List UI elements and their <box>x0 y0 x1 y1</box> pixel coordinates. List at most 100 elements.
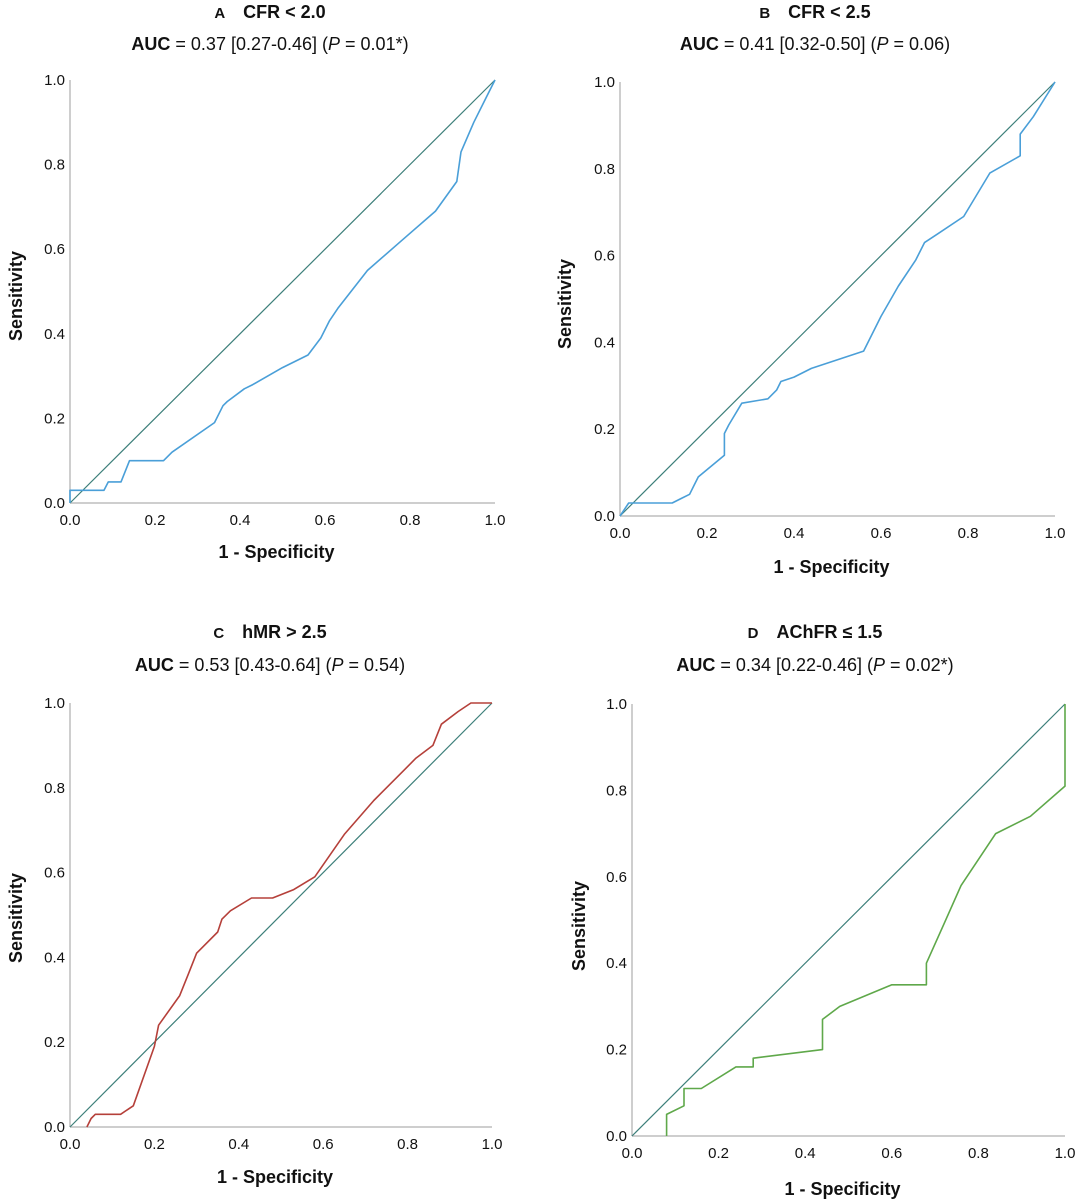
y-tick-label: 0.0 <box>44 495 65 512</box>
auc-values: = 0.37 [0.27-0.46] ( <box>170 34 329 54</box>
x-tick-label: 0.4 <box>230 512 251 529</box>
reference-diagonal-line <box>69 702 493 1128</box>
x-tick-label: 0.2 <box>708 1145 729 1162</box>
x-tick-label: 0.0 <box>610 525 631 542</box>
roc-chart-c: 0.0 0.2 0.4 0.6 0.8 1.0 0.0 0.2 0.4 0.6 0.8 1.0 1 - … <box>6 695 503 1187</box>
y-tick-label: 0.4 <box>606 955 627 972</box>
x-tick-label: 1.0 <box>482 1136 503 1153</box>
auc-key: AUC <box>679 34 719 54</box>
panel-title-label: CFR < 2.5 <box>788 2 871 22</box>
roc-curve <box>619 81 1056 517</box>
y-tick-label: 0.8 <box>594 161 615 178</box>
x-tick-label: 0.8 <box>397 1136 418 1153</box>
auc-values: = 0.34 [0.22-0.46] ( <box>715 655 874 675</box>
y-tick-label: 0.4 <box>44 949 65 966</box>
panel-title: D AChFR ≤ 1.5 <box>550 622 1080 643</box>
x-tick-label: 0.2 <box>697 525 718 542</box>
y-tick-label: 0.0 <box>594 508 615 525</box>
panel-title: A CFR < 2.0 <box>0 2 540 23</box>
panel-letter: A <box>214 5 226 22</box>
roc-chart-b: 0.0 0.2 0.4 0.6 0.8 1.0 0.0 0.2 0.4 0.6 0.8 1.0 1 - … <box>555 74 1066 577</box>
panel-title-label: AChFR ≤ 1.5 <box>776 622 883 642</box>
x-tick-label: 0.2 <box>145 512 166 529</box>
x-tick-label: 0.8 <box>968 1145 989 1162</box>
roc-curve <box>86 702 492 1128</box>
y-tick-label: 1.0 <box>44 695 65 712</box>
p-value: = 0.01*) <box>340 34 409 54</box>
panel-d: D AChFR ≤ 1.5 AUC = 0.34 [0.22-0.46] (P =… <box>540 620 1080 1202</box>
y-tick-label: 1.0 <box>606 696 627 713</box>
p-value: = 0.54) <box>343 655 406 675</box>
panel-subtitle: AUC = 0.37 [0.27-0.46] (P = 0.01*) <box>0 34 540 55</box>
panel-letter: D <box>747 625 759 642</box>
x-tick-label: 0.6 <box>315 512 336 529</box>
y-tick-label: 0.8 <box>44 157 65 174</box>
panel-subtitle: AUC = 0.34 [0.22-0.46] (P = 0.02*) <box>550 655 1080 676</box>
x-axis-title: 1 - Specificity <box>218 542 334 562</box>
y-axis-title: Sensitivity <box>555 259 575 349</box>
y-tick-label: 0.8 <box>44 780 65 797</box>
y-axis-title: Sensitivity <box>6 251 26 341</box>
auc-key: AUC <box>131 34 171 54</box>
panel-title: B CFR < 2.5 <box>550 2 1080 23</box>
y-tick-label: 0.0 <box>606 1128 627 1145</box>
roc-curve <box>69 79 496 503</box>
panel-title-label: CFR < 2.0 <box>243 2 326 22</box>
y-tick-label: 0.6 <box>606 869 627 886</box>
panel-title-label: hMR > 2.5 <box>242 622 327 642</box>
y-tick-label: 0.8 <box>606 782 627 799</box>
auc-values: = 0.53 [0.43-0.64] ( <box>173 655 332 675</box>
x-tick-label: 0.4 <box>795 1145 816 1162</box>
y-tick-label: 1.0 <box>594 74 615 91</box>
x-tick-label: 0.4 <box>228 1136 249 1153</box>
p-symbol: P <box>331 655 344 675</box>
reference-diagonal-line <box>69 79 496 504</box>
y-tick-label: 0.2 <box>594 421 615 438</box>
roc-curve <box>665 704 1066 1136</box>
x-tick-label: 0.4 <box>784 525 805 542</box>
panel-letter: C <box>213 625 225 642</box>
roc-chart-d: 0.0 0.2 0.4 0.6 0.8 1.0 0.0 0.2 0.4 0.6 0.8 1.0 1 - … <box>569 696 1076 1199</box>
y-tick-label: 0.0 <box>44 1119 65 1136</box>
p-value: = 0.02*) <box>885 655 954 675</box>
y-tick-label: 0.6 <box>44 241 65 258</box>
y-tick-label: 0.4 <box>594 334 615 351</box>
reference-diagonal-line <box>631 703 1066 1137</box>
panel-b: B CFR < 2.5 AUC = 0.41 [0.32-0.50] (P = 0… <box>540 0 1080 600</box>
x-axis-title: 1 - Specificity <box>784 1179 900 1199</box>
p-symbol: P <box>873 655 886 675</box>
x-tick-label: 0.0 <box>60 512 81 529</box>
y-tick-label: 0.2 <box>606 1042 627 1059</box>
panel-letter: B <box>759 5 771 22</box>
auc-values: = 0.41 [0.32-0.50] ( <box>718 34 877 54</box>
roc-chart-a: 0.0 0.2 0.4 0.6 0.8 1.0 0.0 0.2 0.4 0.6 0.8 1.0 1 - … <box>6 72 506 562</box>
x-axis-title: 1 - Specificity <box>773 557 889 577</box>
panel-subtitle: AUC = 0.53 [0.43-0.64] (P = 0.54) <box>0 655 540 676</box>
x-tick-label: 0.0 <box>60 1136 81 1153</box>
y-tick-label: 1.0 <box>44 72 65 89</box>
x-tick-label: 0.0 <box>622 1145 643 1162</box>
x-tick-label: 1.0 <box>1055 1145 1076 1162</box>
p-value: = 0.06) <box>888 34 951 54</box>
y-tick-label: 0.6 <box>44 865 65 882</box>
auc-key: AUC <box>676 655 716 675</box>
x-tick-label: 0.6 <box>881 1145 902 1162</box>
x-tick-label: 1.0 <box>485 512 506 529</box>
auc-key: AUC <box>134 655 174 675</box>
y-tick-label: 0.4 <box>44 326 65 343</box>
x-tick-label: 0.2 <box>144 1136 165 1153</box>
y-axis-title: Sensitivity <box>6 873 26 963</box>
y-axis-title: Sensitivity <box>569 881 589 971</box>
panel-subtitle: AUC = 0.41 [0.32-0.50] (P = 0.06) <box>550 34 1080 55</box>
reference-diagonal-line <box>619 81 1056 517</box>
y-tick-label: 0.2 <box>44 410 65 427</box>
y-tick-label: 0.6 <box>594 248 615 265</box>
x-tick-label: 0.6 <box>871 525 892 542</box>
y-tick-label: 0.2 <box>44 1034 65 1051</box>
p-symbol: P <box>876 34 889 54</box>
p-symbol: P <box>328 34 341 54</box>
x-axis-title: 1 - Specificity <box>217 1167 333 1187</box>
x-tick-label: 1.0 <box>1045 525 1066 542</box>
